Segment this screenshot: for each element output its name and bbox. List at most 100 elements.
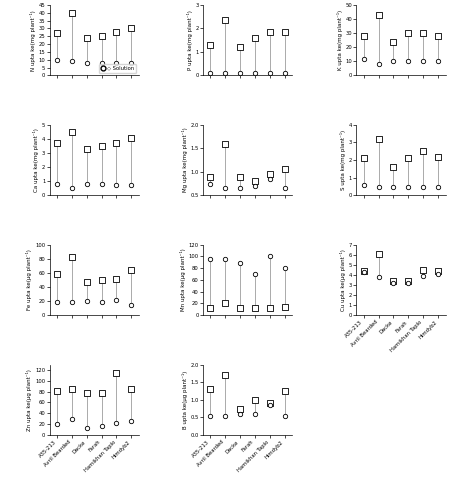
Point [390, 163, 397, 171]
Point [434, 182, 441, 190]
Point [83, 145, 90, 153]
Point [98, 388, 105, 396]
Point [360, 54, 367, 62]
Point [68, 385, 76, 393]
Point [281, 264, 288, 272]
Point [281, 184, 288, 192]
Y-axis label: Mg upta ke(mg plant⁻¹): Mg upta ke(mg plant⁻¹) [182, 128, 188, 192]
Point [54, 270, 61, 278]
Point [405, 29, 412, 37]
Point [252, 410, 259, 418]
Point [207, 172, 214, 180]
Point [419, 182, 427, 190]
Point [68, 128, 76, 136]
Point [128, 385, 135, 393]
Point [54, 298, 61, 306]
Point [252, 182, 259, 190]
Point [207, 41, 214, 49]
Point [405, 154, 412, 162]
Point [68, 58, 76, 66]
Point [252, 396, 259, 404]
Point [68, 184, 76, 192]
Point [434, 267, 441, 275]
Point [360, 32, 367, 40]
Point [207, 412, 214, 420]
Point [83, 180, 90, 188]
Point [113, 28, 120, 36]
Point [207, 180, 214, 188]
Point [98, 32, 105, 40]
Point [434, 58, 441, 66]
Point [128, 302, 135, 310]
Point [360, 154, 367, 162]
Point [113, 419, 120, 427]
Y-axis label: Fe upta ke(μg plant⁻¹): Fe upta ke(μg plant⁻¹) [27, 250, 32, 310]
Point [83, 278, 90, 286]
Point [113, 139, 120, 147]
Y-axis label: Mn upta ke(μg plant⁻¹): Mn upta ke(μg plant⁻¹) [180, 248, 186, 312]
Point [419, 58, 427, 66]
Point [68, 414, 76, 422]
Point [360, 268, 367, 276]
Point [128, 417, 135, 425]
Point [68, 298, 76, 306]
Point [419, 148, 427, 156]
Point [236, 69, 243, 77]
Point [113, 296, 120, 304]
Point [221, 412, 229, 420]
Point [207, 385, 214, 393]
Point [390, 279, 397, 287]
Point [54, 420, 61, 428]
Point [236, 404, 243, 412]
Point [236, 172, 243, 180]
Point [281, 69, 288, 77]
Y-axis label: Zn upta ke(μg plant⁻¹): Zn upta ke(μg plant⁻¹) [27, 369, 32, 430]
Point [419, 272, 427, 280]
Point [113, 182, 120, 190]
Point [375, 135, 382, 143]
Point [236, 410, 243, 418]
Point [375, 60, 382, 68]
Point [419, 266, 427, 274]
Point [252, 177, 259, 185]
Point [128, 266, 135, 274]
Point [434, 32, 441, 40]
Point [266, 170, 274, 178]
Point [221, 371, 229, 379]
Point [360, 267, 367, 275]
Point [266, 252, 274, 260]
Point [405, 182, 412, 190]
Point [360, 181, 367, 189]
Y-axis label: P upta ke(mg plant⁻¹): P upta ke(mg plant⁻¹) [187, 10, 193, 70]
Y-axis label: B upta ke(μg plant⁻¹): B upta ke(μg plant⁻¹) [182, 370, 188, 429]
Point [221, 256, 229, 264]
Point [419, 29, 427, 37]
Point [281, 28, 288, 36]
Point [113, 274, 120, 282]
Point [207, 256, 214, 264]
Point [236, 304, 243, 312]
Point [54, 139, 61, 147]
Point [68, 9, 76, 17]
Legend: ◇ Solution: ◇ Solution [99, 64, 136, 73]
Point [434, 152, 441, 160]
Point [405, 277, 412, 285]
Point [390, 182, 397, 190]
Point [236, 260, 243, 268]
Point [281, 303, 288, 311]
Point [207, 69, 214, 77]
Point [128, 24, 135, 32]
Point [375, 182, 382, 190]
Point [98, 276, 105, 284]
Y-axis label: K upta ke(mg plant⁻¹): K upta ke(mg plant⁻¹) [337, 10, 342, 70]
Point [113, 59, 120, 67]
Point [98, 59, 105, 67]
Point [281, 387, 288, 395]
Y-axis label: N upta ke(mg plant⁻¹): N upta ke(mg plant⁻¹) [30, 10, 36, 70]
Point [221, 300, 229, 308]
Point [221, 16, 229, 24]
Point [266, 175, 274, 183]
Point [266, 28, 274, 36]
Point [266, 304, 274, 312]
Point [266, 401, 274, 409]
